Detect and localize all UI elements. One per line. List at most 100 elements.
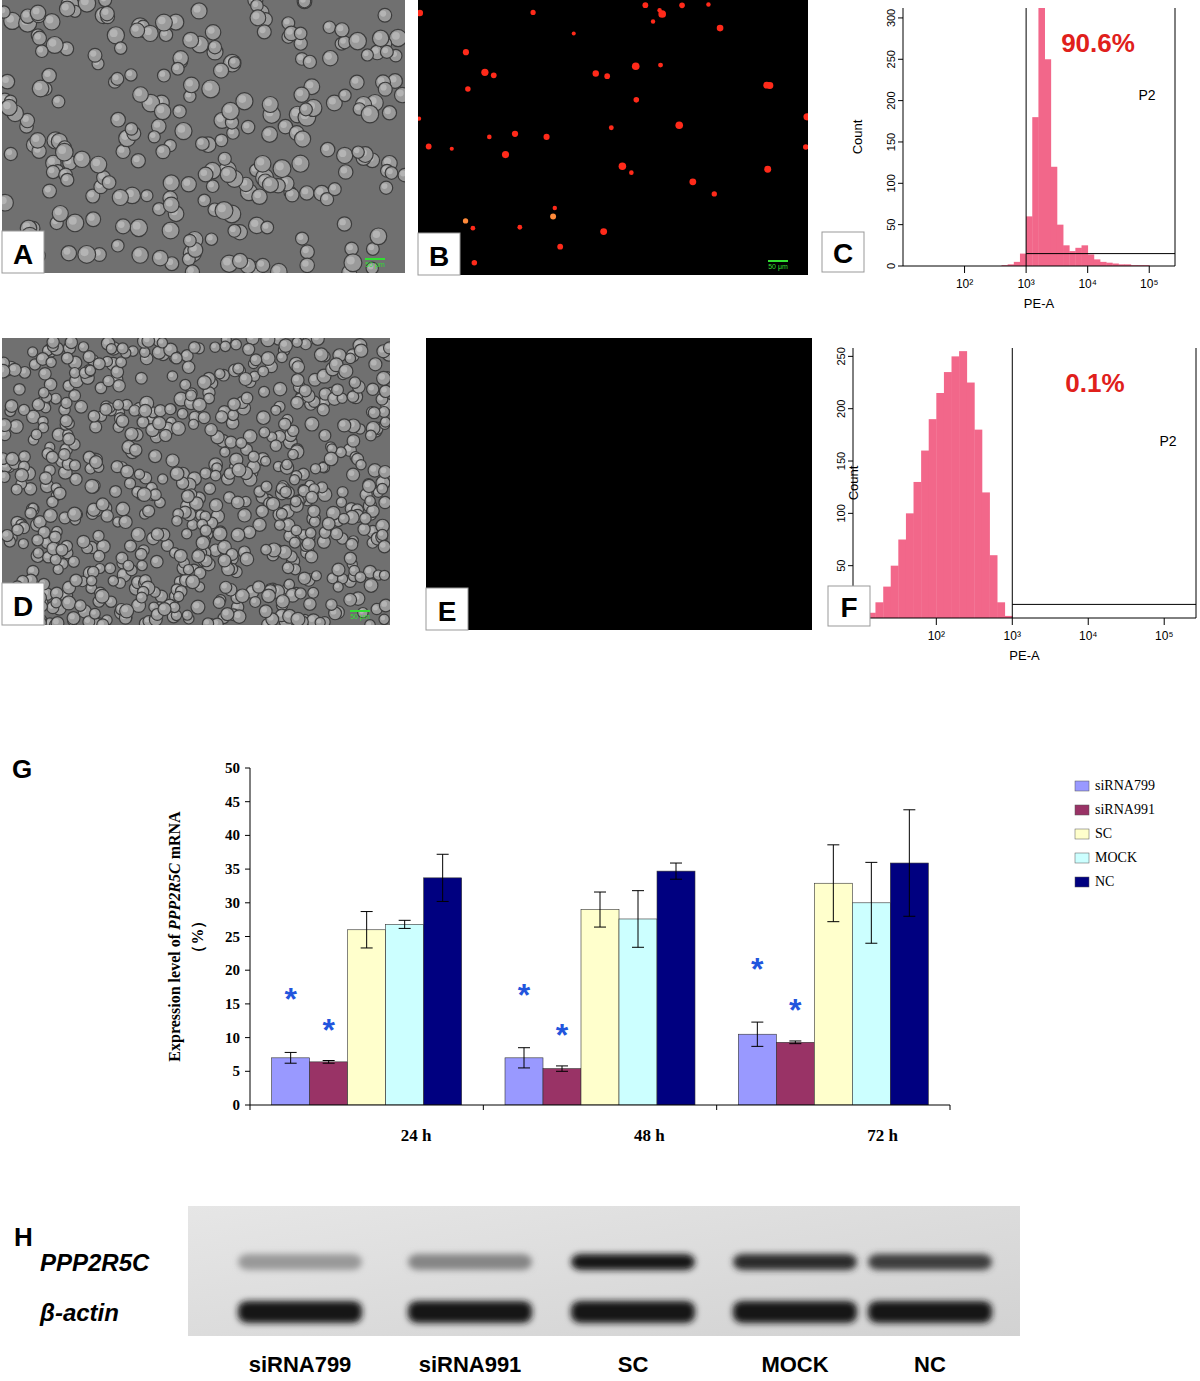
cell — [204, 483, 216, 495]
cell-highlight — [227, 438, 232, 443]
cell-highlight — [327, 601, 332, 606]
cell-highlight — [204, 620, 209, 625]
cell-highlight — [95, 552, 100, 557]
cell-highlight — [31, 361, 36, 366]
cell — [183, 32, 199, 48]
cell — [113, 380, 125, 392]
cell — [550, 214, 556, 220]
cell-highlight — [10, 365, 16, 371]
cell — [379, 570, 389, 580]
cell-highlight — [34, 400, 40, 406]
cell-highlight — [361, 514, 366, 519]
cell-highlight — [141, 349, 146, 354]
cell — [323, 21, 336, 34]
cell — [233, 363, 244, 374]
cell-highlight — [293, 376, 299, 382]
cell-highlight — [310, 375, 316, 381]
cell — [277, 352, 288, 363]
cell-highlight — [340, 421, 346, 427]
cell-highlight — [284, 564, 289, 569]
cell — [355, 572, 366, 583]
cell — [196, 137, 210, 151]
cell-highlight — [220, 154, 226, 160]
cell-highlight — [381, 616, 386, 621]
cell-highlight — [38, 355, 44, 361]
cell — [46, 451, 58, 463]
cell-highlight — [104, 178, 110, 184]
cell-highlight — [378, 531, 383, 536]
cell — [298, 0, 310, 8]
cell-highlight — [161, 431, 166, 436]
cell-highlight — [301, 386, 306, 391]
cell-highlight — [338, 499, 343, 504]
cell — [202, 618, 213, 625]
cell — [93, 550, 104, 561]
cell-highlight — [41, 474, 47, 480]
cell-highlight — [151, 491, 156, 496]
cell-highlight — [136, 471, 141, 476]
cell-highlight — [154, 348, 160, 354]
cell-highlight — [132, 25, 139, 32]
cell — [182, 361, 195, 374]
cell-highlight — [215, 598, 220, 603]
cell-highlight — [341, 167, 348, 174]
cell-highlight — [229, 411, 234, 416]
cell-highlight — [294, 158, 302, 166]
cell — [363, 479, 376, 492]
cell — [228, 410, 239, 421]
cell-highlight — [89, 505, 95, 511]
cell — [257, 25, 271, 39]
cell-highlight — [368, 244, 374, 250]
cell-highlight — [87, 367, 92, 372]
cell-highlight — [152, 557, 158, 563]
cell — [46, 165, 59, 178]
cell — [160, 429, 172, 441]
cell — [198, 194, 211, 207]
cell — [162, 222, 179, 239]
cell-highlight — [133, 222, 141, 230]
cell — [317, 404, 329, 416]
cell-highlight — [159, 475, 164, 480]
cell-highlight — [261, 607, 267, 613]
cell-highlight — [352, 77, 359, 84]
cell-highlight — [223, 169, 230, 176]
cell-highlight — [353, 455, 358, 460]
cell-highlight — [357, 573, 362, 578]
cell-highlight — [23, 11, 29, 17]
cell-highlight — [185, 35, 192, 42]
cell-highlight — [364, 481, 370, 487]
cell — [303, 55, 316, 68]
cell-highlight — [302, 188, 308, 194]
cell-highlight — [230, 58, 235, 63]
cell — [205, 25, 220, 40]
cell — [326, 599, 337, 610]
cell — [99, 0, 112, 7]
cell-highlight — [235, 612, 241, 618]
cell — [361, 105, 378, 122]
cell — [463, 49, 469, 55]
cell-highlight — [175, 107, 181, 113]
cell — [111, 112, 126, 127]
cell — [124, 478, 135, 489]
cell-highlight — [2, 8, 5, 13]
cell-highlight — [176, 394, 182, 400]
cell-highlight — [371, 360, 377, 366]
cell-highlight — [381, 498, 386, 503]
cell — [276, 595, 289, 608]
cell-highlight — [373, 605, 378, 610]
cell-highlight — [211, 501, 217, 507]
cell-highlight — [339, 219, 345, 225]
cell-highlight — [37, 47, 43, 53]
cell — [28, 347, 38, 357]
cell-highlight — [190, 343, 195, 348]
cell — [350, 75, 364, 89]
cell-highlight — [273, 266, 280, 273]
cell — [106, 344, 116, 354]
cell-highlight — [35, 549, 40, 554]
cell-highlight — [131, 446, 137, 452]
cell-highlight — [39, 418, 44, 423]
cell — [33, 548, 43, 558]
cell-highlight — [356, 346, 362, 352]
cell-highlight — [187, 267, 193, 273]
cell-highlight — [55, 489, 61, 495]
